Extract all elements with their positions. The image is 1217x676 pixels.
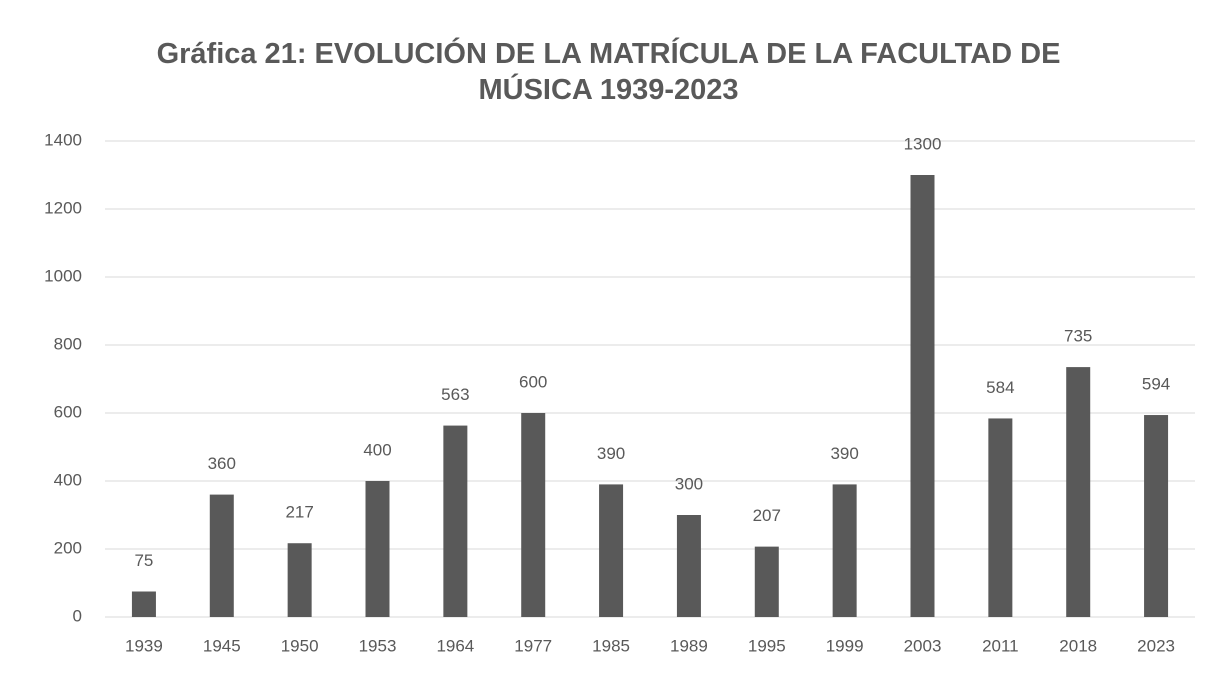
bar — [365, 481, 390, 617]
x-tick-label: 1999 — [826, 636, 864, 655]
bar — [287, 543, 312, 617]
bar — [988, 418, 1013, 617]
x-tick-label: 2003 — [904, 636, 942, 655]
x-tick-label: 2023 — [1137, 636, 1175, 655]
x-tick-label: 1945 — [203, 636, 241, 655]
x-tick-label: 1977 — [514, 636, 552, 655]
x-tick-label: 1995 — [748, 636, 786, 655]
data-label: 594 — [1142, 375, 1170, 394]
bar — [521, 413, 546, 617]
data-label: 1300 — [904, 134, 942, 153]
y-tick-label: 1400 — [44, 130, 82, 149]
data-label: 75 — [134, 551, 153, 570]
y-tick-label: 1200 — [44, 198, 82, 217]
bar — [209, 494, 234, 617]
y-tick-label: 400 — [54, 470, 82, 489]
x-tick-label: 1950 — [281, 636, 319, 655]
y-tick-label: 0 — [73, 606, 82, 625]
data-label: 360 — [208, 454, 236, 473]
chart-title: Gráfica 21: EVOLUCIÓN DE LA MATRÍCULA DE… — [156, 38, 1061, 106]
bar — [131, 591, 156, 617]
data-label: 217 — [285, 503, 313, 522]
data-label: 207 — [753, 506, 781, 525]
data-label: 735 — [1064, 327, 1092, 346]
data-label: 563 — [441, 385, 469, 404]
x-tick-label: 1964 — [436, 636, 474, 655]
y-tick-label: 1000 — [44, 266, 82, 285]
y-tick-label: 600 — [54, 402, 82, 421]
bar — [443, 425, 468, 617]
bar — [599, 484, 624, 617]
data-label: 584 — [986, 378, 1014, 397]
bar — [676, 515, 701, 617]
bar — [832, 484, 857, 617]
y-tick-label: 200 — [54, 538, 82, 557]
data-label: 390 — [597, 444, 625, 463]
bar — [910, 175, 935, 617]
data-label: 300 — [675, 474, 703, 493]
data-label: 400 — [363, 440, 391, 459]
x-tick-label: 2018 — [1059, 636, 1097, 655]
data-label: 600 — [519, 372, 547, 391]
data-label: 390 — [830, 444, 858, 463]
x-tick-label: 1985 — [592, 636, 630, 655]
x-tick-label: 2011 — [982, 636, 1019, 655]
x-tick-label: 1939 — [125, 636, 163, 655]
x-tick-label: 1953 — [359, 636, 397, 655]
y-tick-label: 800 — [54, 334, 82, 353]
bar — [1066, 367, 1091, 617]
x-tick-label: 1989 — [670, 636, 708, 655]
bar — [1144, 415, 1169, 617]
title-box: Gráfica 21: EVOLUCIÓN DE LA MATRÍCULA DE… — [0, 36, 1217, 108]
bar — [754, 546, 779, 617]
